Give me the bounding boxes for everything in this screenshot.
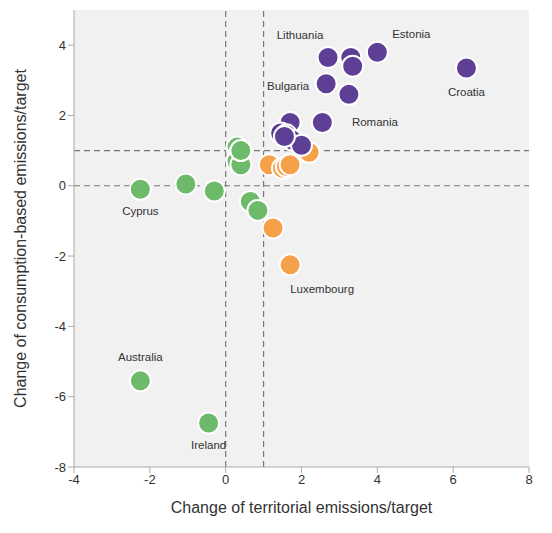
svg-text:4: 4	[374, 472, 381, 487]
svg-text:Australia: Australia	[118, 351, 163, 363]
svg-text:2: 2	[59, 108, 66, 123]
svg-text:Lithuania: Lithuania	[277, 29, 324, 41]
svg-text:Estonia: Estonia	[392, 28, 431, 40]
svg-text:Cyprus: Cyprus	[122, 205, 159, 217]
svg-text:0: 0	[222, 472, 229, 487]
svg-text:Bulgaria: Bulgaria	[267, 80, 310, 92]
svg-text:Ireland: Ireland	[191, 439, 226, 451]
svg-text:2: 2	[298, 472, 305, 487]
svg-text:6: 6	[450, 472, 457, 487]
svg-text:-4: -4	[54, 319, 66, 334]
svg-text:-2: -2	[54, 249, 66, 264]
svg-text:8: 8	[525, 472, 532, 487]
svg-text:-4: -4	[68, 472, 80, 487]
svg-text:Luxembourg: Luxembourg	[290, 283, 354, 295]
svg-text:4: 4	[59, 38, 66, 53]
svg-text:-8: -8	[54, 460, 66, 475]
svg-text:Romania: Romania	[352, 116, 399, 128]
svg-text:Change of territorial emission: Change of territorial emissions/target	[171, 499, 433, 516]
svg-text:0: 0	[59, 178, 66, 193]
svg-text:-2: -2	[144, 472, 156, 487]
svg-text:Croatia: Croatia	[448, 86, 486, 98]
svg-text:-6: -6	[54, 389, 66, 404]
svg-text:Change of consumption-based em: Change of consumption-based emissions/ta…	[12, 69, 29, 408]
